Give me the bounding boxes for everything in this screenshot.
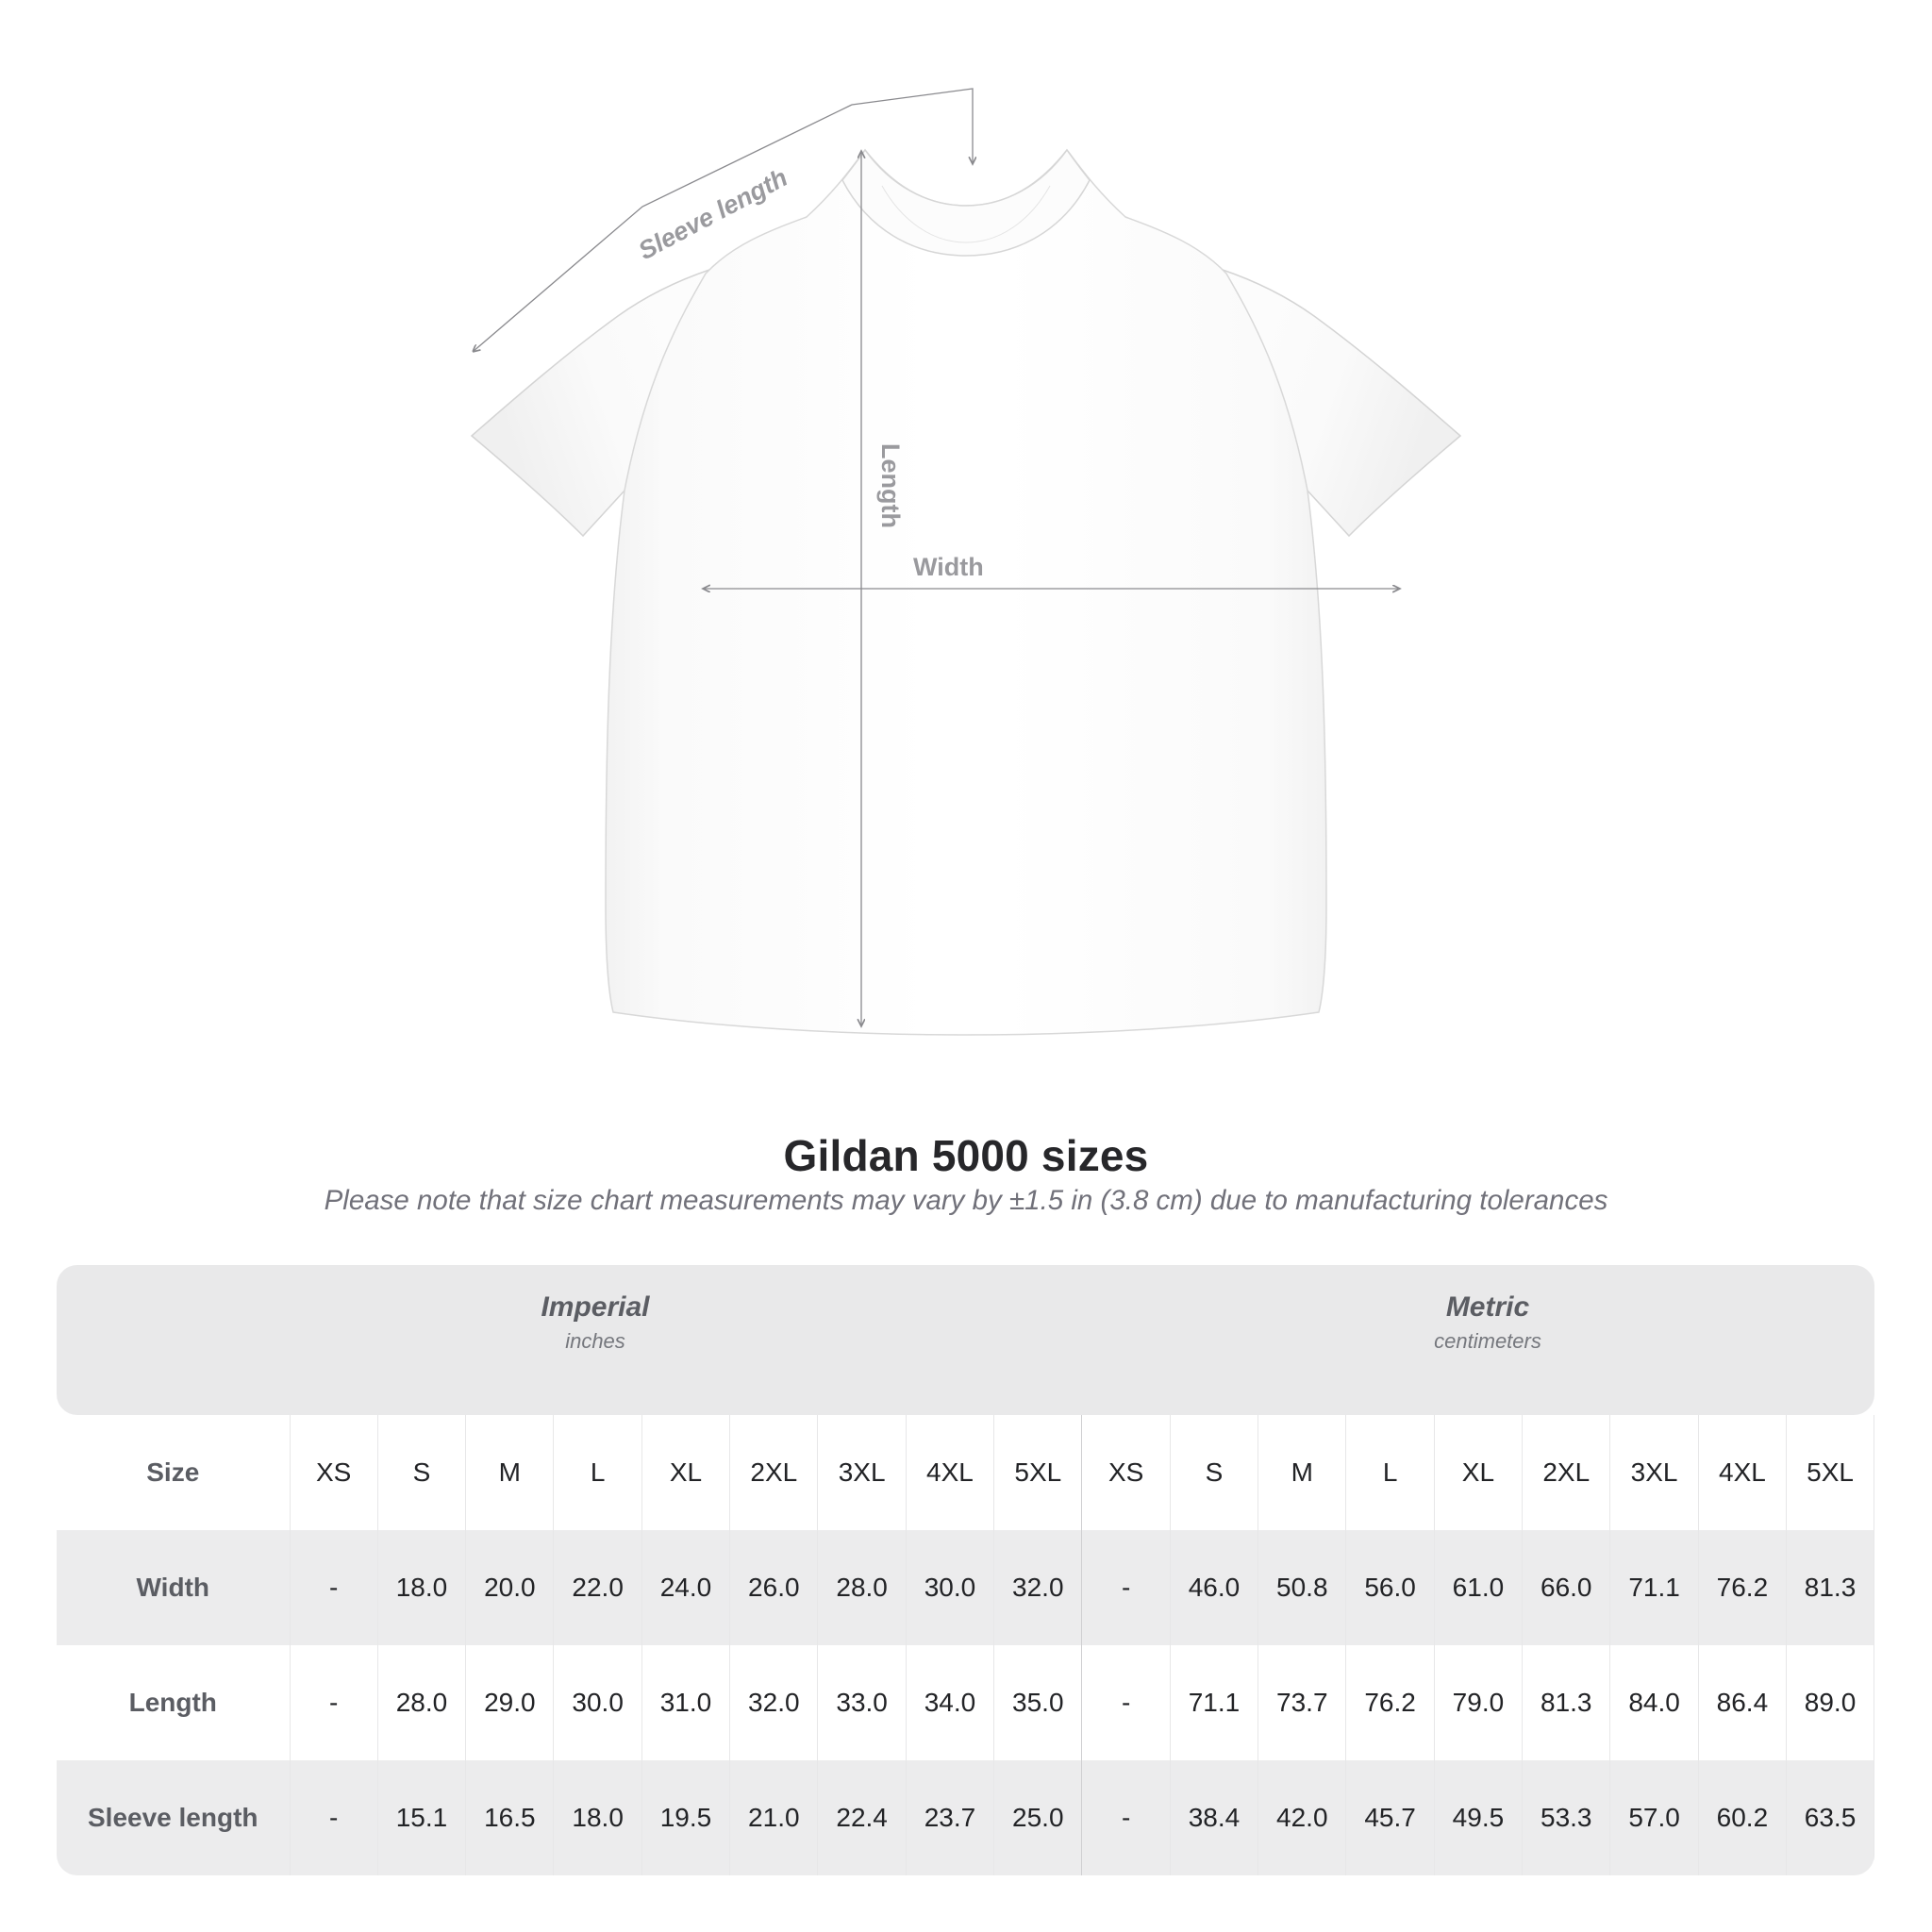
svg-text:Length: Length (876, 443, 905, 528)
svg-text:Width: Width (913, 553, 984, 581)
